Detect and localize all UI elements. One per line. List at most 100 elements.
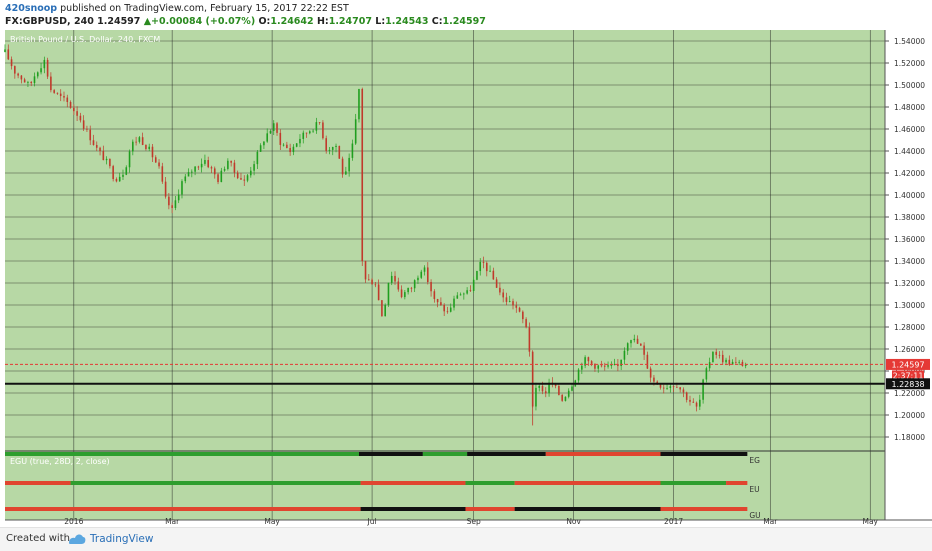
candle-body [446, 311, 449, 313]
candle-body [128, 151, 131, 168]
candle-body [584, 357, 586, 366]
candle-body [436, 299, 439, 303]
candle-body [495, 279, 498, 288]
y-tick-label: 1.46000 [894, 125, 925, 134]
candle-body [617, 364, 619, 367]
candle-body [502, 292, 504, 298]
candle-body [715, 351, 718, 355]
y-tick-label: 1.52000 [894, 59, 925, 68]
candle-body [194, 166, 196, 172]
tradingview-brand-link[interactable]: TradingView [90, 533, 154, 545]
candle-body [331, 146, 334, 150]
candle-body [482, 261, 485, 263]
candle-body [662, 387, 665, 389]
candle-body [69, 102, 72, 108]
candle-body [459, 294, 462, 296]
candle-body [82, 120, 85, 129]
candle-body [548, 382, 550, 394]
candle-body [505, 297, 508, 302]
candle-body [685, 392, 688, 400]
candle-body [66, 97, 69, 103]
candle-body [125, 167, 128, 175]
candle-body [210, 167, 213, 169]
tradingview-logo-icon [69, 534, 86, 544]
candle-body [318, 122, 321, 123]
candle-body [309, 131, 311, 134]
candle-body [184, 176, 187, 182]
y-tick-label: 1.34000 [894, 257, 925, 266]
current-price-tag-text: 1.24597 [891, 360, 924, 369]
candle-body [469, 290, 472, 292]
price-axis[interactable] [885, 30, 932, 527]
x-tick-label: May [862, 517, 878, 526]
candle-body [115, 179, 118, 182]
candle-body [377, 284, 380, 301]
candle-body [256, 151, 259, 165]
candle-body [735, 361, 737, 363]
candle-body [485, 262, 488, 272]
candle-body [426, 267, 429, 283]
candle-body [659, 384, 662, 388]
candle-body [272, 123, 275, 131]
indicator-row-label: GU [749, 511, 760, 520]
y-tick-label: 1.22000 [894, 389, 925, 398]
candle-body [105, 158, 108, 161]
candle-body [479, 261, 482, 272]
candle-body [643, 345, 645, 355]
candle-body [387, 282, 390, 305]
y-tick-label: 1.28000 [894, 323, 925, 332]
candle-body [279, 132, 282, 145]
candle-body [636, 338, 639, 344]
published-text: published on TradingView.com, February 1… [60, 3, 349, 14]
candle-body [600, 365, 603, 367]
candle-body [220, 170, 223, 183]
candle-body [666, 387, 668, 389]
candle-body [30, 81, 33, 84]
candle-body [197, 166, 200, 168]
candle-body [538, 385, 541, 388]
candle-body [151, 146, 154, 158]
candle-body [367, 279, 370, 281]
candle-body [508, 301, 511, 302]
candle-body [43, 59, 46, 69]
candle-body [59, 93, 62, 97]
y-tick-label: 1.42000 [894, 169, 925, 178]
candle-body [649, 368, 652, 378]
candle-body [433, 291, 436, 300]
candle-body [390, 275, 393, 283]
candle-body [161, 166, 164, 182]
candle-body [174, 200, 177, 208]
candle-body [718, 354, 721, 356]
y-tick-label: 1.30000 [894, 301, 925, 310]
x-tick-label: Jul [367, 517, 377, 526]
candle-body [263, 141, 265, 146]
candle-body [79, 115, 82, 121]
y-tick-label: 1.54000 [894, 37, 925, 46]
candle-body [76, 111, 78, 116]
candle-body [515, 305, 518, 308]
y-tick-label: 1.38000 [894, 213, 925, 222]
candle-body [148, 146, 151, 150]
candle-body [243, 179, 246, 181]
footer-bar: Created with TradingView [0, 527, 932, 551]
candle-body [669, 386, 672, 388]
x-tick-label: 2016 [64, 517, 83, 526]
x-tick-label: May [264, 517, 280, 526]
candle-body [587, 357, 590, 362]
candle-body [725, 359, 727, 363]
candle-body [286, 144, 288, 149]
candle-body [449, 307, 452, 312]
candle-body [358, 88, 360, 120]
candle-body [177, 194, 180, 201]
candle-body [699, 399, 701, 407]
current-price-tag [886, 358, 930, 370]
candle-body [227, 160, 229, 169]
candle-body [404, 292, 406, 298]
candle-body [410, 287, 413, 289]
high-value: 1.24707 [328, 16, 372, 27]
author-link[interactable]: 420snoop [5, 3, 58, 14]
candle-body [10, 59, 13, 67]
candle-body [95, 145, 98, 148]
candle-body [138, 137, 141, 142]
